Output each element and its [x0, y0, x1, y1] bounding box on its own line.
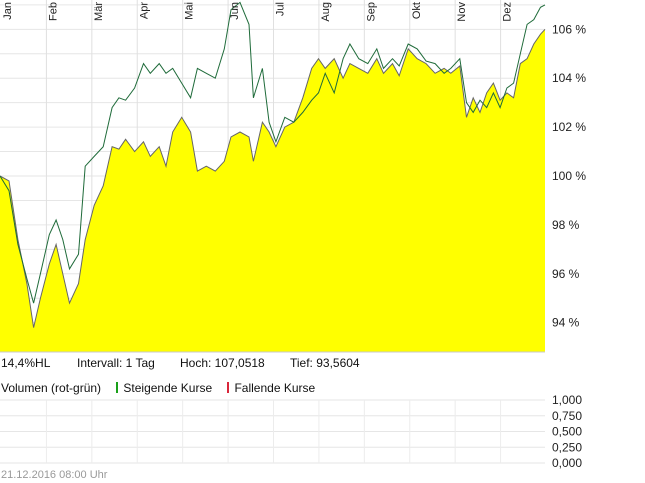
volume-tick-label: 1,000 [552, 393, 582, 407]
legend-up-label: Steigende Kurse [123, 381, 213, 395]
y-tick-label: 100 % [552, 169, 586, 183]
month-labels: Jan Feb Mär Apr Mai Jun Jul Aug Sep Okt Nov Dez [2, 2, 514, 22]
y-tick-label: 104 % [552, 71, 586, 85]
high-text: Hoch: 107,0518 [180, 356, 265, 370]
legend-down-swatch [227, 382, 230, 393]
month-label: Aug [320, 2, 332, 22]
line-series [0, 1, 546, 304]
timestamp: 21.12.2016 08:00 Uhr [1, 469, 108, 481]
y-axis-ticks: 94 % 96 % 98 % 100 % 102 % 104 % 106 % [552, 22, 586, 329]
y-tick-label: 96 % [552, 267, 580, 281]
month-label: Sep [365, 2, 377, 22]
month-label: Okt [411, 2, 423, 19]
hl-text: 14,4%HL [1, 356, 51, 370]
month-label: Mai [184, 2, 196, 20]
month-label: Jan [2, 2, 14, 20]
volume-title: Volumen (rot-grün) [1, 381, 102, 395]
volume-tick-label: 0,750 [552, 409, 582, 423]
month-label: Mär [93, 2, 105, 21]
y-tick-label: 106 % [552, 22, 586, 36]
low-text: Tief: 93,5604 [290, 356, 360, 370]
volume-tick-label: 0,250 [552, 440, 582, 454]
interval-text: Intervall: 1 Tag [77, 356, 155, 370]
area-series-fill [0, 29, 545, 353]
month-label: Jul [275, 2, 287, 16]
volume-tick-label: 0,500 [552, 425, 582, 439]
month-label: Feb [47, 2, 59, 21]
legend-down-label: Fallende Kurse [234, 381, 316, 395]
y-tick-label: 94 % [552, 316, 580, 330]
volume-grid [0, 399, 545, 464]
volume-legend: Volumen (rot-grün) Steigende Kurse Falle… [1, 381, 315, 395]
volume-tick-label: 0,000 [552, 456, 582, 470]
y-tick-label: 98 % [552, 218, 580, 232]
month-label: Jun [229, 2, 241, 20]
month-label: Nov [456, 2, 468, 22]
legend-up-swatch [116, 382, 119, 393]
month-label: Dez [502, 2, 514, 22]
area-series-line [0, 28, 546, 328]
y-tick-label: 102 % [552, 120, 586, 134]
month-label: Apr [138, 2, 150, 19]
